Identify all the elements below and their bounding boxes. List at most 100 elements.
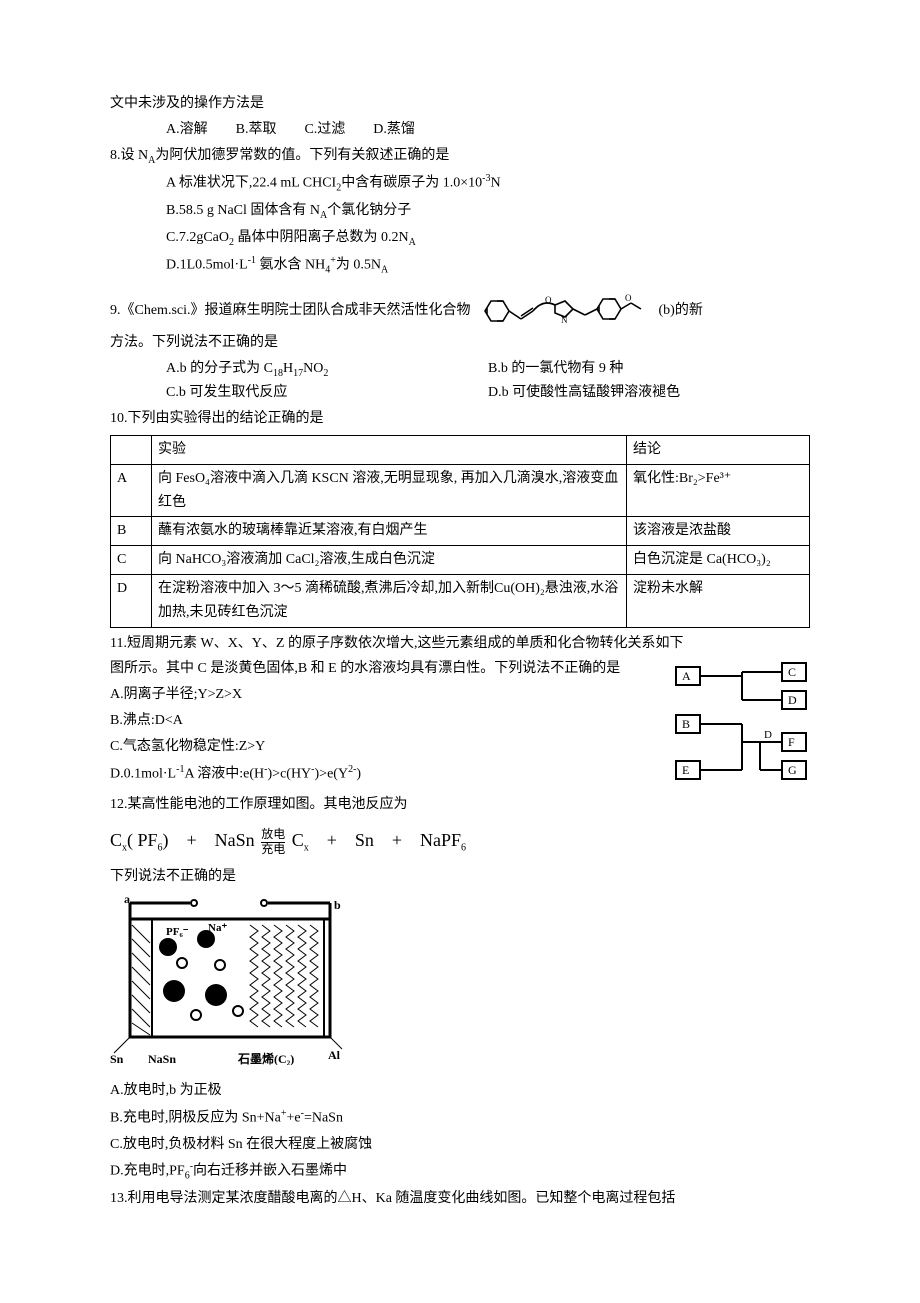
cell: 该溶液是浓盐酸 (627, 517, 810, 546)
sub: A (381, 265, 388, 276)
o-label: O (545, 295, 552, 305)
q13-stem: 13.利用电导法测定某浓度醋酸电离的△H、Ka 随温度变化曲线如图。已知整个电离… (110, 1187, 810, 1211)
q12-lead2: 下列说法不正确的是 (110, 865, 810, 889)
t: D.1L0.5mol·L (166, 258, 248, 273)
q8-opt-b: B.58.5 g NaCl 固体含有 NA个氯化钠分子 (110, 199, 810, 224)
label-nasn: NaSn (148, 1052, 176, 1065)
q8-stem-text2: 为阿伏加德罗常数的值。下列有关叙述正确的是 (155, 148, 449, 163)
node-d2: D (764, 729, 772, 741)
table-row: C 向 NaHCO₃溶液滴加 CaCl₂溶液,生成白色沉淀 白色沉淀是 Ca(H… (111, 546, 810, 575)
battery-diagram: a b PF₆⁻ Na⁺ Sn NaSn 石墨烯(C₂) Al (110, 895, 350, 1065)
q9-stem-a: 9.《Chem.sci.》报道麻生明院士团队合成非天然活性化合物 (110, 299, 471, 323)
t: D.0.1mol·L (110, 766, 176, 781)
t: 向右迁移并嵌入石墨烯中 (193, 1164, 347, 1179)
table-row: D 在淀粉溶液中加入 3～5 滴稀硫酸,煮沸后冷却,加入新制Cu(OH)₂悬浊液… (111, 575, 810, 628)
q12-opt-a: A.放电时,b 为正极 (110, 1079, 810, 1103)
label-pf6: PF₆⁻ (166, 926, 189, 938)
t: + Sn + NaPF (309, 830, 461, 850)
t: A.b 的分子式为 C (166, 361, 273, 376)
th-conc: 结论 (627, 436, 810, 465)
q9-opt-c: C.b 可发生取代反应 (166, 381, 488, 405)
label-b: b (334, 898, 341, 912)
label-a: a (124, 895, 130, 906)
sub: 17 (293, 367, 303, 378)
node-b: B (682, 717, 690, 731)
node-c: C (788, 665, 796, 679)
q9-lead2: 方法。下列说法不正确的是 (110, 331, 810, 355)
cell: 向 NaHCO₃溶液滴加 CaCl₂溶液,生成白色沉淀 (152, 546, 627, 575)
node-a: A (682, 669, 691, 683)
q12-equation: Cx( PF6) + NaSn 放电 充电 Cx + Sn + NaPF6 (110, 819, 810, 863)
q12-stem: 12.某高性能电池的工作原理如图。其电池反应为 (110, 793, 810, 817)
q10-stem: 10.下列由实验得出的结论正确的是 (110, 407, 810, 431)
t: )>c(HY (268, 766, 312, 781)
sub: 6 (185, 1171, 190, 1182)
t: C.7.2gCaO (166, 230, 229, 245)
sub: 18 (273, 367, 283, 378)
cell: A (111, 464, 152, 517)
q8-stem-text: 8.设 N (110, 148, 148, 163)
q7-options: A.溶解 B.萃取 C.过滤 D.蒸馏 (110, 118, 810, 142)
cell: 淀粉未水解 (627, 575, 810, 628)
cell: 蘸有浓氨水的玻璃棒靠近某溶液,有白烟产生 (152, 517, 627, 546)
arrow-bot: 充电 (261, 843, 285, 856)
cell: B (111, 517, 152, 546)
q8-opt-a: A 标准状况下,22.4 mL CHCI2中含有碳原子为 1.0×10-3N (110, 170, 810, 196)
t: 晶体中阴阳离子总数为 0.2N (234, 230, 409, 245)
q10-table: 实验 结论 A 向 FesO₄溶液中滴入几滴 KSCN 溶液,无明显现象, 再加… (110, 435, 810, 628)
th-blank (111, 436, 152, 465)
t: A 溶液中:e(H (184, 766, 264, 781)
t: ( PF (127, 830, 158, 850)
q8-stem: 8.设 NA为阿伏加德罗常数的值。下列有关叙述正确的是 (110, 144, 810, 169)
t: B.58.5 g NaCl 固体含有 N (166, 203, 320, 218)
table-row: B 蘸有浓氨水的玻璃棒靠近某溶液,有白烟产生 该溶液是浓盐酸 (111, 517, 810, 546)
th-exp: 实验 (152, 436, 627, 465)
t: H (283, 361, 293, 376)
label-na: Na⁺ (208, 922, 227, 934)
t: 中含有碳原子为 1.0×10 (341, 176, 482, 191)
label-graphene: 石墨烯(C₂) (237, 1051, 294, 1065)
q9-opt-a: A.b 的分子式为 C18H17NO2 (166, 357, 488, 382)
node-g: G (788, 763, 797, 777)
t: +e (286, 1111, 300, 1126)
q9-stem-row: 9.《Chem.sci.》报道麻生明院士团队合成非天然活性化合物 O N O (… (110, 293, 810, 329)
t: 个氯化钠分子 (327, 203, 411, 218)
cell: 氧化性:Br₂>Fe³⁺ (627, 464, 810, 517)
q8-opt-d: D.1L0.5mol·L-1 氨水含 NH4+为 0.5NA (110, 252, 810, 278)
label-al: Al (328, 1048, 341, 1062)
molecule-icon: O N O (475, 293, 655, 329)
q8-opt-c: C.7.2gCaO2 晶体中阴阳离子总数为 0.2NA (110, 226, 810, 251)
t: ) (356, 766, 361, 781)
node-e: E (682, 763, 689, 777)
q9-stem-b: (b)的新 (659, 299, 703, 323)
t: ) + NaSn (163, 830, 255, 850)
q12-opt-c: C.放电时,负极材料 Sn 在很大程度上被腐蚀 (110, 1133, 810, 1157)
q12-opt-d: D.充电时,PF6-向右迁移并嵌入石墨烯中 (110, 1158, 810, 1184)
t: )>e(Y (315, 766, 349, 781)
q11-block: 11.短周期元素 W、X、Y、Z 的原子序数依次增大,这些元素组成的单质和化合物… (110, 632, 810, 792)
arrow-top: 放电 (261, 828, 285, 842)
node-f: F (788, 735, 795, 749)
q11-stem1: 11.短周期元素 W、X、Y、Z 的原子序数依次增大,这些元素组成的单质和化合物… (110, 632, 810, 656)
t: C (110, 830, 122, 850)
t: =NaSn (304, 1111, 343, 1126)
t: 为 0.5N (336, 258, 381, 273)
cell: C (111, 546, 152, 575)
t: N (490, 176, 500, 191)
sub: 4 (325, 265, 330, 276)
sub: 2 (323, 367, 328, 378)
cell: 在淀粉溶液中加入 3～5 滴稀硫酸,煮沸后冷却,加入新制Cu(OH)₂悬浊液,水… (152, 575, 627, 628)
cell: 向 FesO₄溶液中滴入几滴 KSCN 溶液,无明显现象, 再加入几滴溴水,溶液… (152, 464, 627, 517)
t: B.充电时,阴极反应为 Sn+Na (110, 1111, 281, 1126)
q9-opt-b: B.b 的一氯代物有 9 种 (488, 357, 623, 382)
label-sn: Sn (110, 1052, 124, 1065)
sub: A (409, 236, 416, 247)
cell: 白色沉淀是 Ca(HCO₃)₂ (627, 546, 810, 575)
t: C (292, 830, 304, 850)
q9-opt-d: D.b 可使酸性高锰酸钾溶液褪色 (488, 381, 680, 405)
table-row: A 向 FesO₄溶液中滴入几滴 KSCN 溶液,无明显现象, 再加入几滴溴水,… (111, 464, 810, 517)
t: A 标准状况下,22.4 mL CHCI (166, 176, 336, 191)
node-d: D (788, 693, 797, 707)
q12-opt-b: B.充电时,阴极反应为 Sn+Na++e-=NaSn (110, 1105, 810, 1130)
cell: D (111, 575, 152, 628)
